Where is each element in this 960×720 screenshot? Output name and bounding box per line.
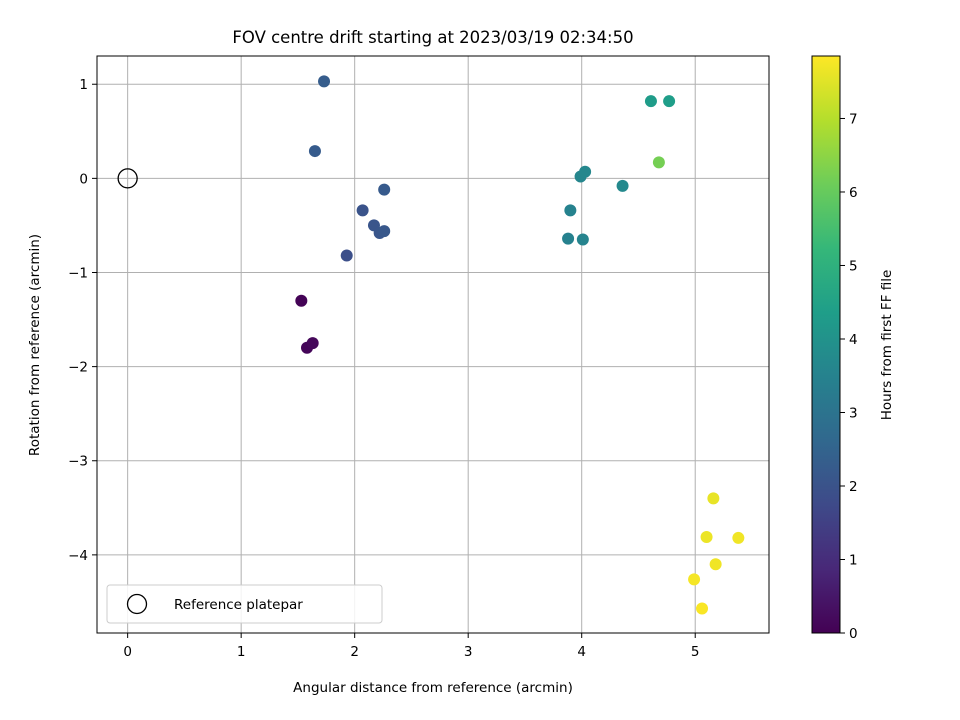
colorbar: 0 1 2 3 4 5 6 7 Hours from first FF file <box>811 55 895 642</box>
plot-frame <box>96 55 770 634</box>
y-tick-label: 0 <box>79 171 88 187</box>
data-point <box>356 204 369 217</box>
data-point <box>562 232 575 245</box>
reference-layer <box>117 168 138 189</box>
data-point <box>663 95 676 108</box>
data-point <box>652 156 665 169</box>
chart-title: FOV centre drift starting at 2023/03/19 … <box>232 28 633 47</box>
data-point <box>306 337 319 350</box>
colorbar-frame <box>811 55 841 634</box>
data-point <box>616 179 629 192</box>
colorbar-gradient <box>812 56 840 633</box>
legend-box <box>106 584 383 624</box>
data-point <box>700 530 713 543</box>
data-point <box>576 233 589 246</box>
legend: Reference platepar <box>106 584 383 624</box>
data-point <box>707 492 720 505</box>
data-point <box>340 249 353 262</box>
y-tick-label: 1 <box>79 77 88 93</box>
x-tick-label: 0 <box>123 644 132 660</box>
data-point <box>644 95 657 108</box>
y-tick-label: −1 <box>68 265 88 281</box>
y-tick-label: −3 <box>68 454 88 470</box>
data-point <box>579 165 592 178</box>
reference-point <box>117 168 138 189</box>
data-point <box>688 573 701 586</box>
points-layer <box>295 75 745 615</box>
legend-marker <box>126 593 148 615</box>
y-tick-label: −4 <box>68 548 88 564</box>
colorbar-tick-label: 6 <box>849 185 858 201</box>
x-tick-label: 5 <box>691 644 700 660</box>
colorbar-tick-label: 2 <box>849 479 858 495</box>
grid <box>97 56 769 633</box>
colorbar-tick-label: 4 <box>849 332 858 348</box>
data-point <box>318 75 331 88</box>
x-tick-label: 3 <box>464 644 473 660</box>
y-tick-label: −2 <box>68 360 88 376</box>
colorbar-tick-label: 7 <box>849 111 858 127</box>
legend-label: Reference platepar <box>174 597 303 613</box>
data-point <box>696 602 709 615</box>
axis-ticks: 0 1 2 3 4 5 1 0 −1 −2 −3 −4 <box>68 77 699 660</box>
colorbar-tick-label: 5 <box>849 258 858 274</box>
x-axis-label: Angular distance from reference (arcmin) <box>293 680 573 696</box>
colorbar-tick-label: 3 <box>849 405 858 421</box>
data-point <box>378 225 391 238</box>
colorbar-ticks: 0 1 2 3 4 5 6 7 <box>840 111 858 642</box>
data-point <box>308 145 321 158</box>
x-tick-label: 2 <box>350 644 359 660</box>
data-point <box>709 558 722 571</box>
x-tick-label: 1 <box>237 644 246 660</box>
x-tick-label: 4 <box>577 644 586 660</box>
colorbar-tick-label: 0 <box>849 626 858 642</box>
data-point <box>378 183 391 196</box>
colorbar-label: Hours from first FF file <box>879 270 895 421</box>
data-point <box>295 294 308 307</box>
colorbar-tick-label: 1 <box>849 552 858 568</box>
data-point <box>732 531 745 544</box>
data-point <box>564 204 577 217</box>
y-axis-label: Rotation from reference (arcmin) <box>27 234 43 456</box>
